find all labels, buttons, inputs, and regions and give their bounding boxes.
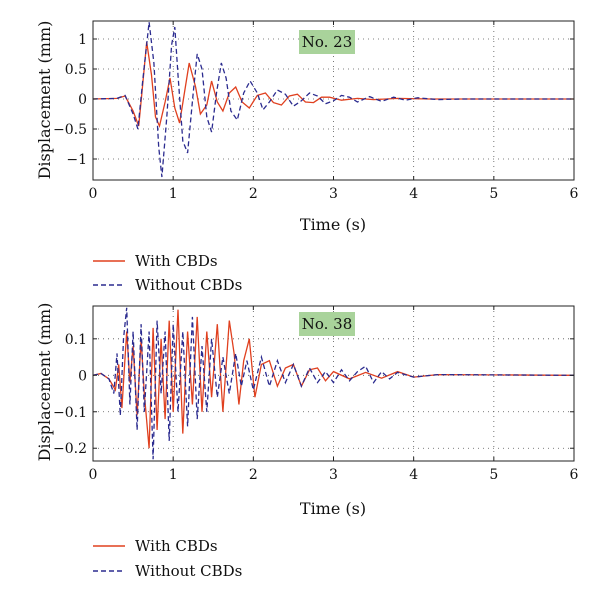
chart-panel-no-23: Displacement (mm) Time (s) With CBDs Wit…	[35, 20, 579, 294]
x-tick-label: 6	[570, 467, 579, 483]
y-tick-label: 0	[78, 368, 87, 384]
legend-label-without-cbds: Without CBDs	[135, 276, 242, 294]
x-tick-label: 0	[89, 467, 98, 483]
x-tick-label: 1	[169, 467, 178, 483]
x-tick-label: 0	[89, 186, 98, 202]
x-tick-label: 5	[489, 467, 498, 483]
badge-background	[299, 30, 355, 54]
y-tick-label: 1	[78, 32, 87, 48]
y-tick-label: −0.2	[53, 441, 87, 457]
panel-label-text: No. 23	[302, 33, 353, 51]
x-tick-label: 4	[409, 467, 418, 483]
x-tick-label: 1	[169, 186, 178, 202]
panel-label-badge: No. 23	[299, 30, 355, 54]
panel-label-badge: No. 38	[299, 312, 355, 336]
series-line-with-cbds	[93, 309, 574, 449]
y-tick-label: −0.5	[53, 122, 87, 138]
legend: With CBDs Without CBDs	[93, 252, 242, 294]
legend: With CBDs Without CBDs	[93, 537, 242, 580]
y-tick-label: 0.5	[65, 62, 87, 78]
x-tick-label: 2	[249, 467, 258, 483]
series-line-without-cbds	[93, 22, 574, 178]
x-tick-label: 5	[489, 186, 498, 202]
x-tick-label: 6	[570, 186, 579, 202]
x-tick-label: 2	[249, 186, 258, 202]
legend-label-with-cbds: With CBDs	[135, 537, 218, 555]
y-axis-title: Displacement (mm)	[35, 21, 54, 180]
y-tick-label: −1	[66, 152, 87, 168]
x-tick-label: 3	[329, 186, 338, 202]
series-line-with-cbds	[93, 41, 574, 129]
chart-panel-no-38: Displacement (mm) Time (s) With CBDs Wit…	[35, 303, 579, 580]
y-tick-label: 0.1	[65, 332, 87, 348]
panel-label-text: No. 38	[302, 315, 353, 333]
x-tick-label: 4	[409, 186, 418, 202]
x-axis-title: Time (s)	[300, 215, 366, 234]
x-tick-label: 3	[329, 467, 338, 483]
legend-label-with-cbds: With CBDs	[135, 252, 218, 270]
legend-label-without-cbds: Without CBDs	[135, 562, 242, 580]
x-axis-title: Time (s)	[300, 499, 366, 518]
series-line-without-cbds	[93, 307, 574, 460]
y-axis-title: Displacement (mm)	[35, 303, 54, 462]
badge-background	[299, 312, 355, 336]
y-tick-label: −0.1	[53, 405, 87, 421]
y-tick-label: 0	[78, 92, 87, 108]
